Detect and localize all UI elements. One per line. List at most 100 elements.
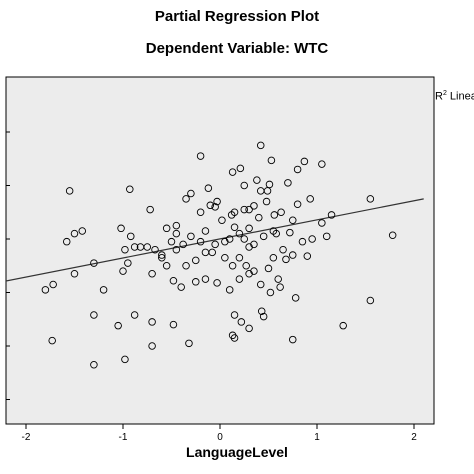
legend-prefix: R — [435, 90, 443, 103]
scatter-point — [148, 342, 156, 350]
scatter-point — [127, 232, 135, 241]
scatter-point — [185, 339, 193, 348]
scatter-point — [270, 211, 279, 219]
scatter-point — [306, 195, 314, 203]
scatter-point — [167, 237, 176, 246]
scatter-point — [121, 355, 129, 364]
scatter-point — [272, 229, 281, 238]
scatter-point — [250, 240, 258, 249]
scatter-point — [221, 253, 229, 262]
scatter-point — [237, 318, 246, 326]
scatter-point — [182, 195, 190, 203]
scatter-point — [169, 276, 178, 285]
scatter-point — [206, 201, 215, 210]
scatter-point — [289, 335, 297, 344]
y-axis-ticks — [6, 131, 10, 400]
scatter-point — [327, 211, 336, 219]
scatter-point — [293, 165, 302, 174]
scatter-point — [182, 262, 190, 270]
scatter-point — [256, 280, 265, 289]
scatter-point — [41, 286, 50, 294]
scatter-point — [235, 253, 244, 262]
scatter-point — [49, 280, 57, 289]
scatter-point — [62, 237, 71, 246]
scatter-point — [146, 205, 154, 214]
scatter-point — [130, 311, 139, 319]
scatter-point — [230, 208, 239, 216]
scatter-point — [245, 205, 253, 214]
scatter-point — [255, 213, 263, 222]
scatter-point — [162, 262, 171, 270]
scatter-point — [172, 229, 181, 238]
scatter-point — [282, 255, 290, 264]
scatter-point — [196, 237, 205, 246]
scatter-point — [90, 311, 98, 319]
scatter-point — [242, 262, 250, 270]
scatter-point — [245, 224, 253, 233]
scatter-point — [136, 243, 145, 251]
scatter-point — [114, 321, 122, 330]
scatter-point — [235, 229, 244, 238]
scatter-point — [266, 288, 275, 297]
scatter-point — [196, 152, 205, 160]
scatter-point — [259, 232, 268, 241]
scatter-point — [158, 253, 166, 262]
scatter-point — [388, 231, 397, 240]
scatter-point — [298, 237, 307, 246]
scatter-point — [235, 275, 244, 283]
scatter-point — [158, 251, 166, 259]
scatter-point — [253, 176, 261, 184]
scatter-point — [245, 270, 253, 278]
x-tick-label: 1 — [314, 432, 320, 443]
scatter-point — [339, 321, 347, 330]
scatter-point — [172, 221, 181, 230]
scatter-point — [250, 202, 258, 210]
scatter-point — [230, 311, 239, 319]
scatter-point — [276, 283, 284, 291]
scatter-point — [191, 256, 200, 265]
legend-r2-linear: R2 Linear — [435, 90, 474, 103]
scatter-point — [148, 270, 156, 278]
scatter-point — [169, 320, 178, 329]
scatter-point — [148, 318, 156, 326]
legend-superscript: 2 — [442, 90, 447, 97]
scatter-point — [121, 245, 129, 254]
scatter-point — [90, 259, 98, 267]
scatter-point — [264, 264, 273, 273]
plot-background — [5, 76, 435, 425]
scatter-point — [267, 156, 276, 165]
scatter-point — [240, 181, 248, 190]
scatter-point — [318, 160, 326, 168]
x-tick-label: -2 — [22, 432, 31, 443]
scatter-point — [274, 275, 282, 283]
scatter-point — [303, 252, 312, 260]
scatter-point — [228, 168, 237, 176]
scatter-point — [48, 336, 56, 345]
legend-suffix: Linear — [449, 90, 474, 103]
scatter-point — [117, 224, 125, 233]
scatter-point — [366, 296, 375, 305]
x-tick-label: 0 — [217, 432, 223, 443]
x-axis-ticks — [25, 424, 415, 429]
scatter-point — [300, 157, 309, 166]
scatter-point — [213, 279, 221, 287]
scatter-point — [240, 205, 248, 214]
scatter-point — [236, 164, 245, 173]
scatter-point — [179, 240, 187, 249]
scatter-point — [196, 208, 205, 216]
scatter-point — [201, 275, 210, 283]
chart-title: Partial Regression Plot — [154, 8, 320, 25]
scatter-point — [228, 262, 237, 270]
scatter-point — [90, 360, 98, 369]
scatter-points — [41, 141, 397, 369]
scatter-point — [162, 224, 171, 233]
x-axis-label: LanguageLevel — [186, 444, 288, 460]
scatter-point — [293, 200, 302, 208]
scatter-point — [230, 334, 239, 342]
x-tick-label: 2 — [411, 432, 417, 443]
scatter-point — [279, 245, 287, 254]
scatter-point — [211, 203, 219, 211]
scatter-point — [256, 141, 265, 150]
scatter-point — [225, 235, 234, 243]
scatter-point — [70, 270, 79, 278]
